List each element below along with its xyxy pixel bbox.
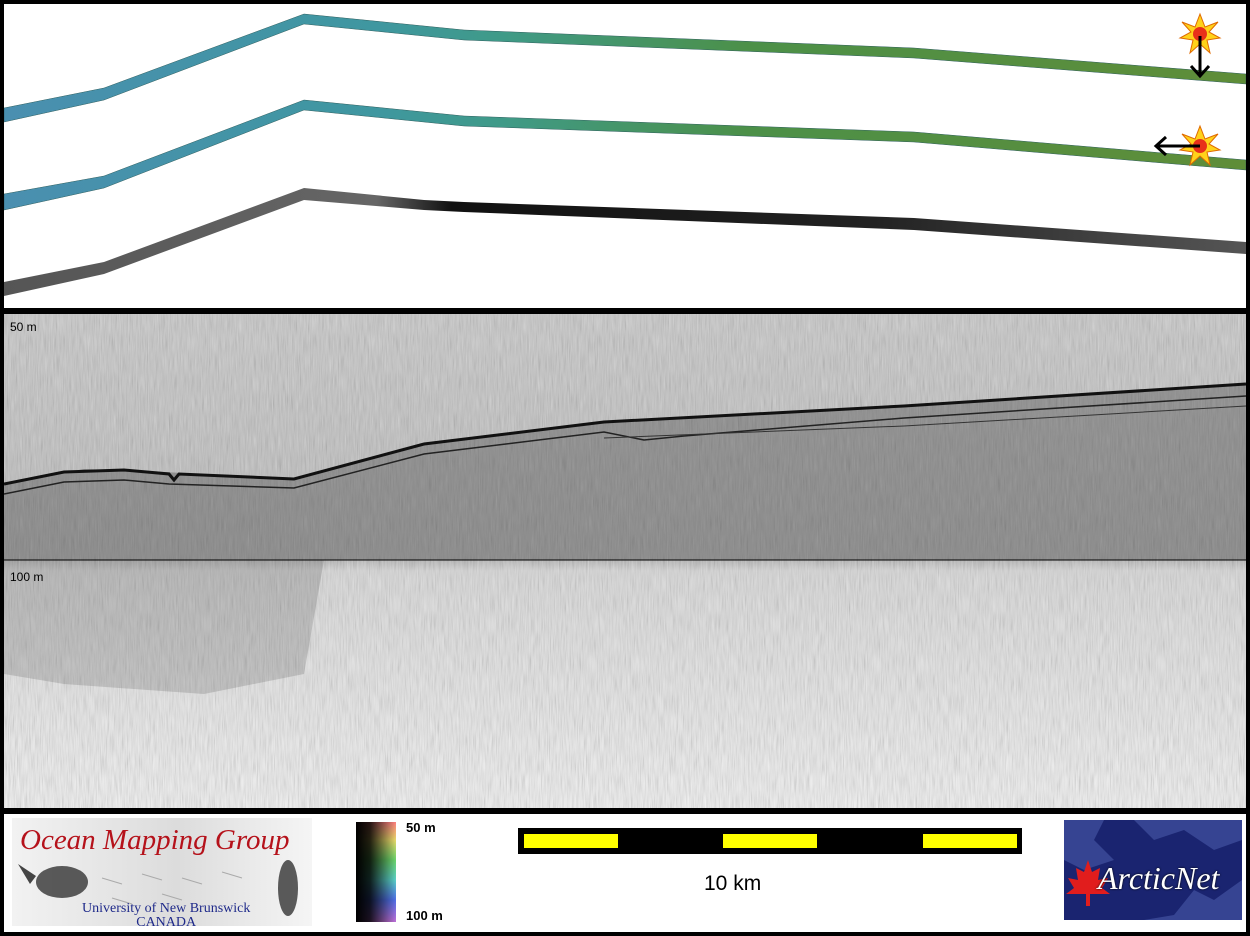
- swath-panel: [4, 4, 1246, 308]
- colorbar-bottom-label: 100 m: [406, 908, 443, 923]
- left-arrow-icon: [1153, 135, 1200, 157]
- subbottom-reflector: [4, 395, 1246, 495]
- subbottom-reflector: [603, 405, 1246, 439]
- scale-bar: [518, 828, 1022, 854]
- scale-segment: [524, 834, 618, 848]
- map-background-icon: [1064, 820, 1242, 920]
- depth-label-mid: 100 m: [10, 570, 44, 584]
- logo-subtitle: University of New Brunswick CANADA: [82, 901, 251, 927]
- down-arrow-icon: [1189, 36, 1211, 79]
- arcticnet-logo: ArcticNet: [1064, 820, 1242, 920]
- top-swath-band: [4, 13, 1246, 123]
- backscatter-swath-band: [4, 188, 1246, 296]
- shark-illustration-icon: [18, 860, 298, 916]
- swath-map: [4, 12, 1246, 296]
- deep-return: [4, 560, 324, 694]
- scale-segment: [923, 834, 1017, 848]
- ocean-mapping-group-logo: Ocean Mapping Group University of New Br…: [12, 818, 312, 926]
- seafloor-reflector: [4, 382, 1246, 486]
- colorbar-top-label: 50 m: [406, 820, 436, 835]
- depth-colorbar: [356, 822, 396, 922]
- logo-country: CANADA: [136, 915, 197, 927]
- logo-university: University of New Brunswick: [82, 901, 251, 916]
- depth-label-top: 50 m: [10, 320, 37, 334]
- seismic-profile: [4, 314, 1246, 808]
- middle-swath-band: [4, 99, 1246, 211]
- arcticnet-text: ArcticNet: [1098, 860, 1220, 896]
- logo-title: Ocean Mapping Group: [20, 824, 290, 856]
- legend-footer: Ocean Mapping Group University of New Br…: [4, 814, 1246, 932]
- seismic-profile-panel: 50 m 100 m: [4, 314, 1246, 808]
- sediment-body: [4, 384, 1246, 560]
- scale-label: 10 km: [704, 872, 762, 895]
- scale-segment: [723, 834, 817, 848]
- maple-leaf-icon: [1066, 860, 1110, 906]
